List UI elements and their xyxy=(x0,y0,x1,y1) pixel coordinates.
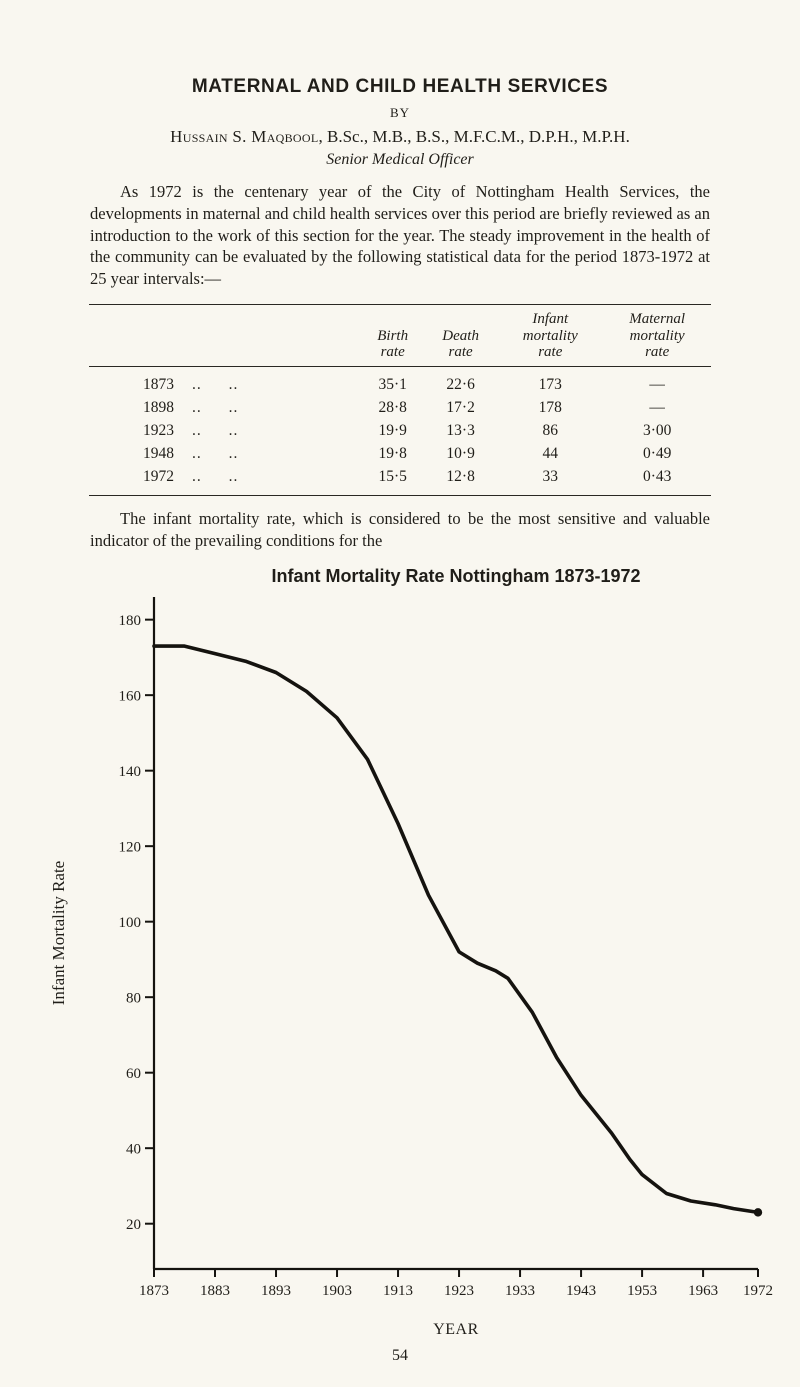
author-role: Senior Medical Officer xyxy=(326,151,474,168)
svg-text:1903: 1903 xyxy=(322,1283,352,1299)
table-cell: 28·8 xyxy=(378,399,407,417)
author-qualifications: , B.Sc., M.B., B.S., M.F.C.M., D.P.H., M… xyxy=(318,127,630,146)
svg-text:1972: 1972 xyxy=(743,1283,773,1299)
table-row: 1923.. .. 19·9 13·3 86 3·00 xyxy=(89,420,711,443)
svg-text:180: 180 xyxy=(119,613,142,629)
svg-text:160: 160 xyxy=(119,688,142,704)
table-row: 1898.. .. 28·8 17·2 178 — xyxy=(89,397,711,420)
table-cell: 3·00 xyxy=(642,422,672,440)
leader-dots: .. .. xyxy=(192,399,239,417)
table-cell: 33 xyxy=(542,468,559,486)
svg-text:1953: 1953 xyxy=(627,1283,657,1299)
svg-text:1943: 1943 xyxy=(566,1283,596,1299)
svg-text:1923: 1923 xyxy=(444,1283,474,1299)
table-header-row: Birth rate Death rate Infant mortality rat… xyxy=(89,304,711,367)
author-name: Hussain S. Maqbool xyxy=(170,127,319,146)
svg-text:Infant Mortality Rate: Infant Mortality Rate xyxy=(49,861,68,1005)
svg-text:120: 120 xyxy=(119,839,142,855)
table-cell: 10·9 xyxy=(446,445,475,463)
table-cell: 0·49 xyxy=(642,445,672,463)
table-cell: 0·43 xyxy=(642,468,672,486)
page-title: MATERNAL AND CHILD HEALTH SERVICES xyxy=(191,76,609,97)
chart-plot: 20 40 60 80 100 120 140 160 180 1873 1883 1893 1903 1… xyxy=(49,596,773,1299)
svg-text:1913: 1913 xyxy=(383,1283,413,1299)
table-header-cell: Maternal mortality rate xyxy=(629,310,686,361)
leader-dots: .. .. xyxy=(192,468,239,486)
table-header-cell: Birth rate xyxy=(377,327,409,361)
table-cell-year: 1873.. .. xyxy=(143,376,239,394)
chart-x-axis-label: YEAR xyxy=(433,1320,479,1338)
table-cell: 178 xyxy=(538,399,562,417)
chart-title: Infant Mortality Rate Nottingham 1873-19… xyxy=(271,565,641,586)
table-cell: 13·3 xyxy=(446,422,475,440)
table-row: 1873.. .. 35·1 22·6 173 — xyxy=(89,367,711,397)
table-cell-year: 1923.. .. xyxy=(143,422,239,440)
svg-text:140: 140 xyxy=(119,764,142,780)
infant-mortality-chart: Infant Mortality Rate Nottingham 1873-19… xyxy=(0,566,800,1339)
svg-text:20: 20 xyxy=(126,1217,141,1233)
table-cell: 17·2 xyxy=(446,399,475,417)
svg-text:60: 60 xyxy=(126,1066,141,1082)
table-cell-year: 1948.. .. xyxy=(143,445,239,463)
byline-by: BY xyxy=(389,105,411,120)
page-number: 54 xyxy=(392,1346,408,1364)
table-cell-year: 1898.. .. xyxy=(143,399,239,417)
table-cell: 44 xyxy=(542,445,559,463)
table-header-cell: Infant mortality rate xyxy=(522,310,578,361)
chart-intro-paragraph: The infant mortality rate, which is cons… xyxy=(90,509,710,550)
svg-text:1963: 1963 xyxy=(688,1283,718,1299)
leader-dots: .. .. xyxy=(192,376,239,394)
table-cell: — xyxy=(649,376,665,394)
svg-text:40: 40 xyxy=(126,1141,141,1157)
table-cell-year: 1972.. .. xyxy=(143,468,239,486)
svg-text:100: 100 xyxy=(119,915,142,931)
table-cell: 35·1 xyxy=(378,376,407,394)
table-cell: 22·6 xyxy=(446,376,475,394)
leader-dots: .. .. xyxy=(192,445,239,463)
table-cell: 19·8 xyxy=(378,445,407,463)
leader-dots: .. .. xyxy=(192,422,239,440)
table-cell: — xyxy=(649,399,665,417)
intro-paragraph: As 1972 is the centenary year of the Cit… xyxy=(90,182,710,289)
table-header-cell xyxy=(89,304,361,366)
table-cell: 15·5 xyxy=(378,468,407,486)
table-row: 1948.. .. 19·8 10·9 44 0·49 xyxy=(89,443,711,466)
svg-text:1893: 1893 xyxy=(261,1283,291,1299)
table-cell: 86 xyxy=(542,422,559,440)
table-header-cell: Death rate xyxy=(442,327,479,361)
svg-text:80: 80 xyxy=(126,990,141,1006)
table-cell: 12·8 xyxy=(446,468,475,486)
table-cell: 19·9 xyxy=(378,422,407,440)
statistics-table: Birth rate Death rate Infant mortality rat… xyxy=(89,303,711,497)
table-body: 1873.. .. 35·1 22·6 173 — 1898.. .. 28·8 17·2 17… xyxy=(89,367,711,496)
table-row: 1972.. .. 15·5 12·8 33 0·43 xyxy=(89,466,711,496)
svg-text:1933: 1933 xyxy=(505,1283,535,1299)
svg-text:1883: 1883 xyxy=(200,1283,230,1299)
svg-text:1873: 1873 xyxy=(139,1283,169,1299)
author-line: Hussain S. Maqbool, B.Sc., M.B., B.S., M… xyxy=(0,127,800,147)
table-cell: 173 xyxy=(538,376,562,394)
